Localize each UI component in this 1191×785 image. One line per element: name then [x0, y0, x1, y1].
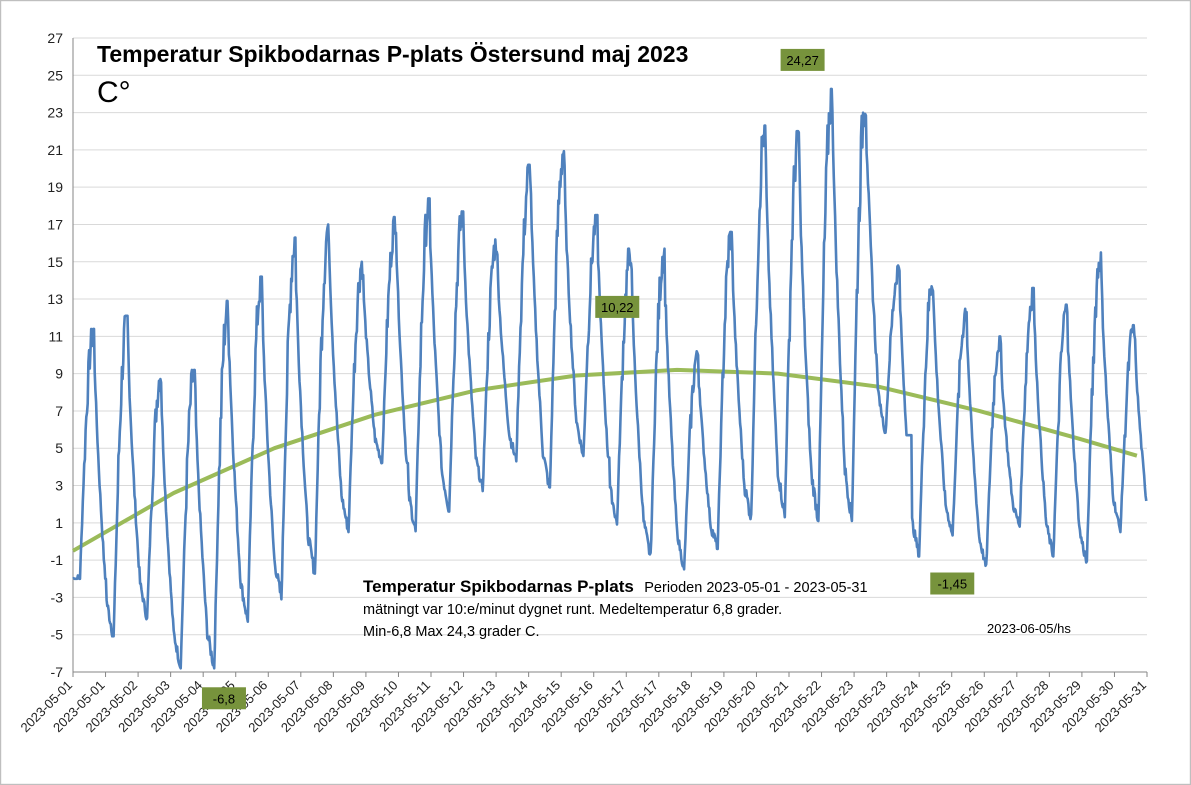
callout-label: -6,8	[213, 691, 235, 706]
annotations: 24,27 10,22 -6,8 -1,45	[201, 48, 975, 710]
y-tick-label: -5	[51, 627, 64, 643]
y-tick-label: 25	[47, 67, 63, 83]
info-line-2: mätningt var 10:e/minut dygnet runt. Med…	[363, 602, 782, 618]
callout-box	[595, 295, 640, 318]
chart-title: Temperatur Spikbodarnas P-plats Östersun…	[97, 41, 688, 67]
y-tick-label: 5	[55, 440, 63, 456]
callout-box	[930, 572, 975, 595]
y-tick-label: -3	[51, 589, 64, 605]
y-tick-label: -7	[51, 664, 64, 680]
trend-line	[72, 367, 1138, 553]
y-axis-ticks: 27 25 23 21 19 17 15 13 11 9 7 5 3 1 -1 -3 -5 -7	[47, 30, 63, 680]
y-tick-label: 19	[47, 179, 63, 195]
credit-text: 2023-06-05/hs	[987, 621, 1071, 636]
y-tick-label: 27	[47, 30, 63, 46]
unit-label: C°	[97, 76, 131, 109]
callout-label: -1,45	[937, 577, 967, 592]
callout-box	[201, 687, 246, 710]
info-line-3: Min-6,8 Max 24,3 grader C.	[363, 624, 540, 640]
callout-label: 24,27	[786, 53, 819, 68]
y-tick-label: 7	[55, 403, 63, 419]
y-tick-label: 9	[55, 366, 63, 382]
info-period: Perioden 2023-05-01 - 2023-05-31	[644, 580, 867, 596]
callout-box	[780, 48, 825, 71]
info-title: Temperatur Spikbodarnas P-plats	[363, 577, 634, 596]
y-tick-label: 15	[47, 254, 63, 270]
series-group	[72, 87, 1148, 670]
y-tick-label: 3	[55, 478, 63, 494]
y-tick-label: 1	[55, 515, 63, 531]
y-tick-label: 11	[48, 328, 63, 344]
y-tick-label: 17	[47, 216, 63, 232]
callout-label: 10,22	[601, 300, 634, 315]
y-tick-label: 13	[47, 291, 63, 307]
y-tick-label: 21	[47, 142, 63, 158]
temperature-line	[72, 87, 1148, 670]
info-line-1: Temperatur Spikbodarnas P-plats Perioden…	[363, 577, 868, 596]
y-tick-label: 23	[47, 105, 63, 121]
y-tick-label: -1	[51, 552, 64, 568]
